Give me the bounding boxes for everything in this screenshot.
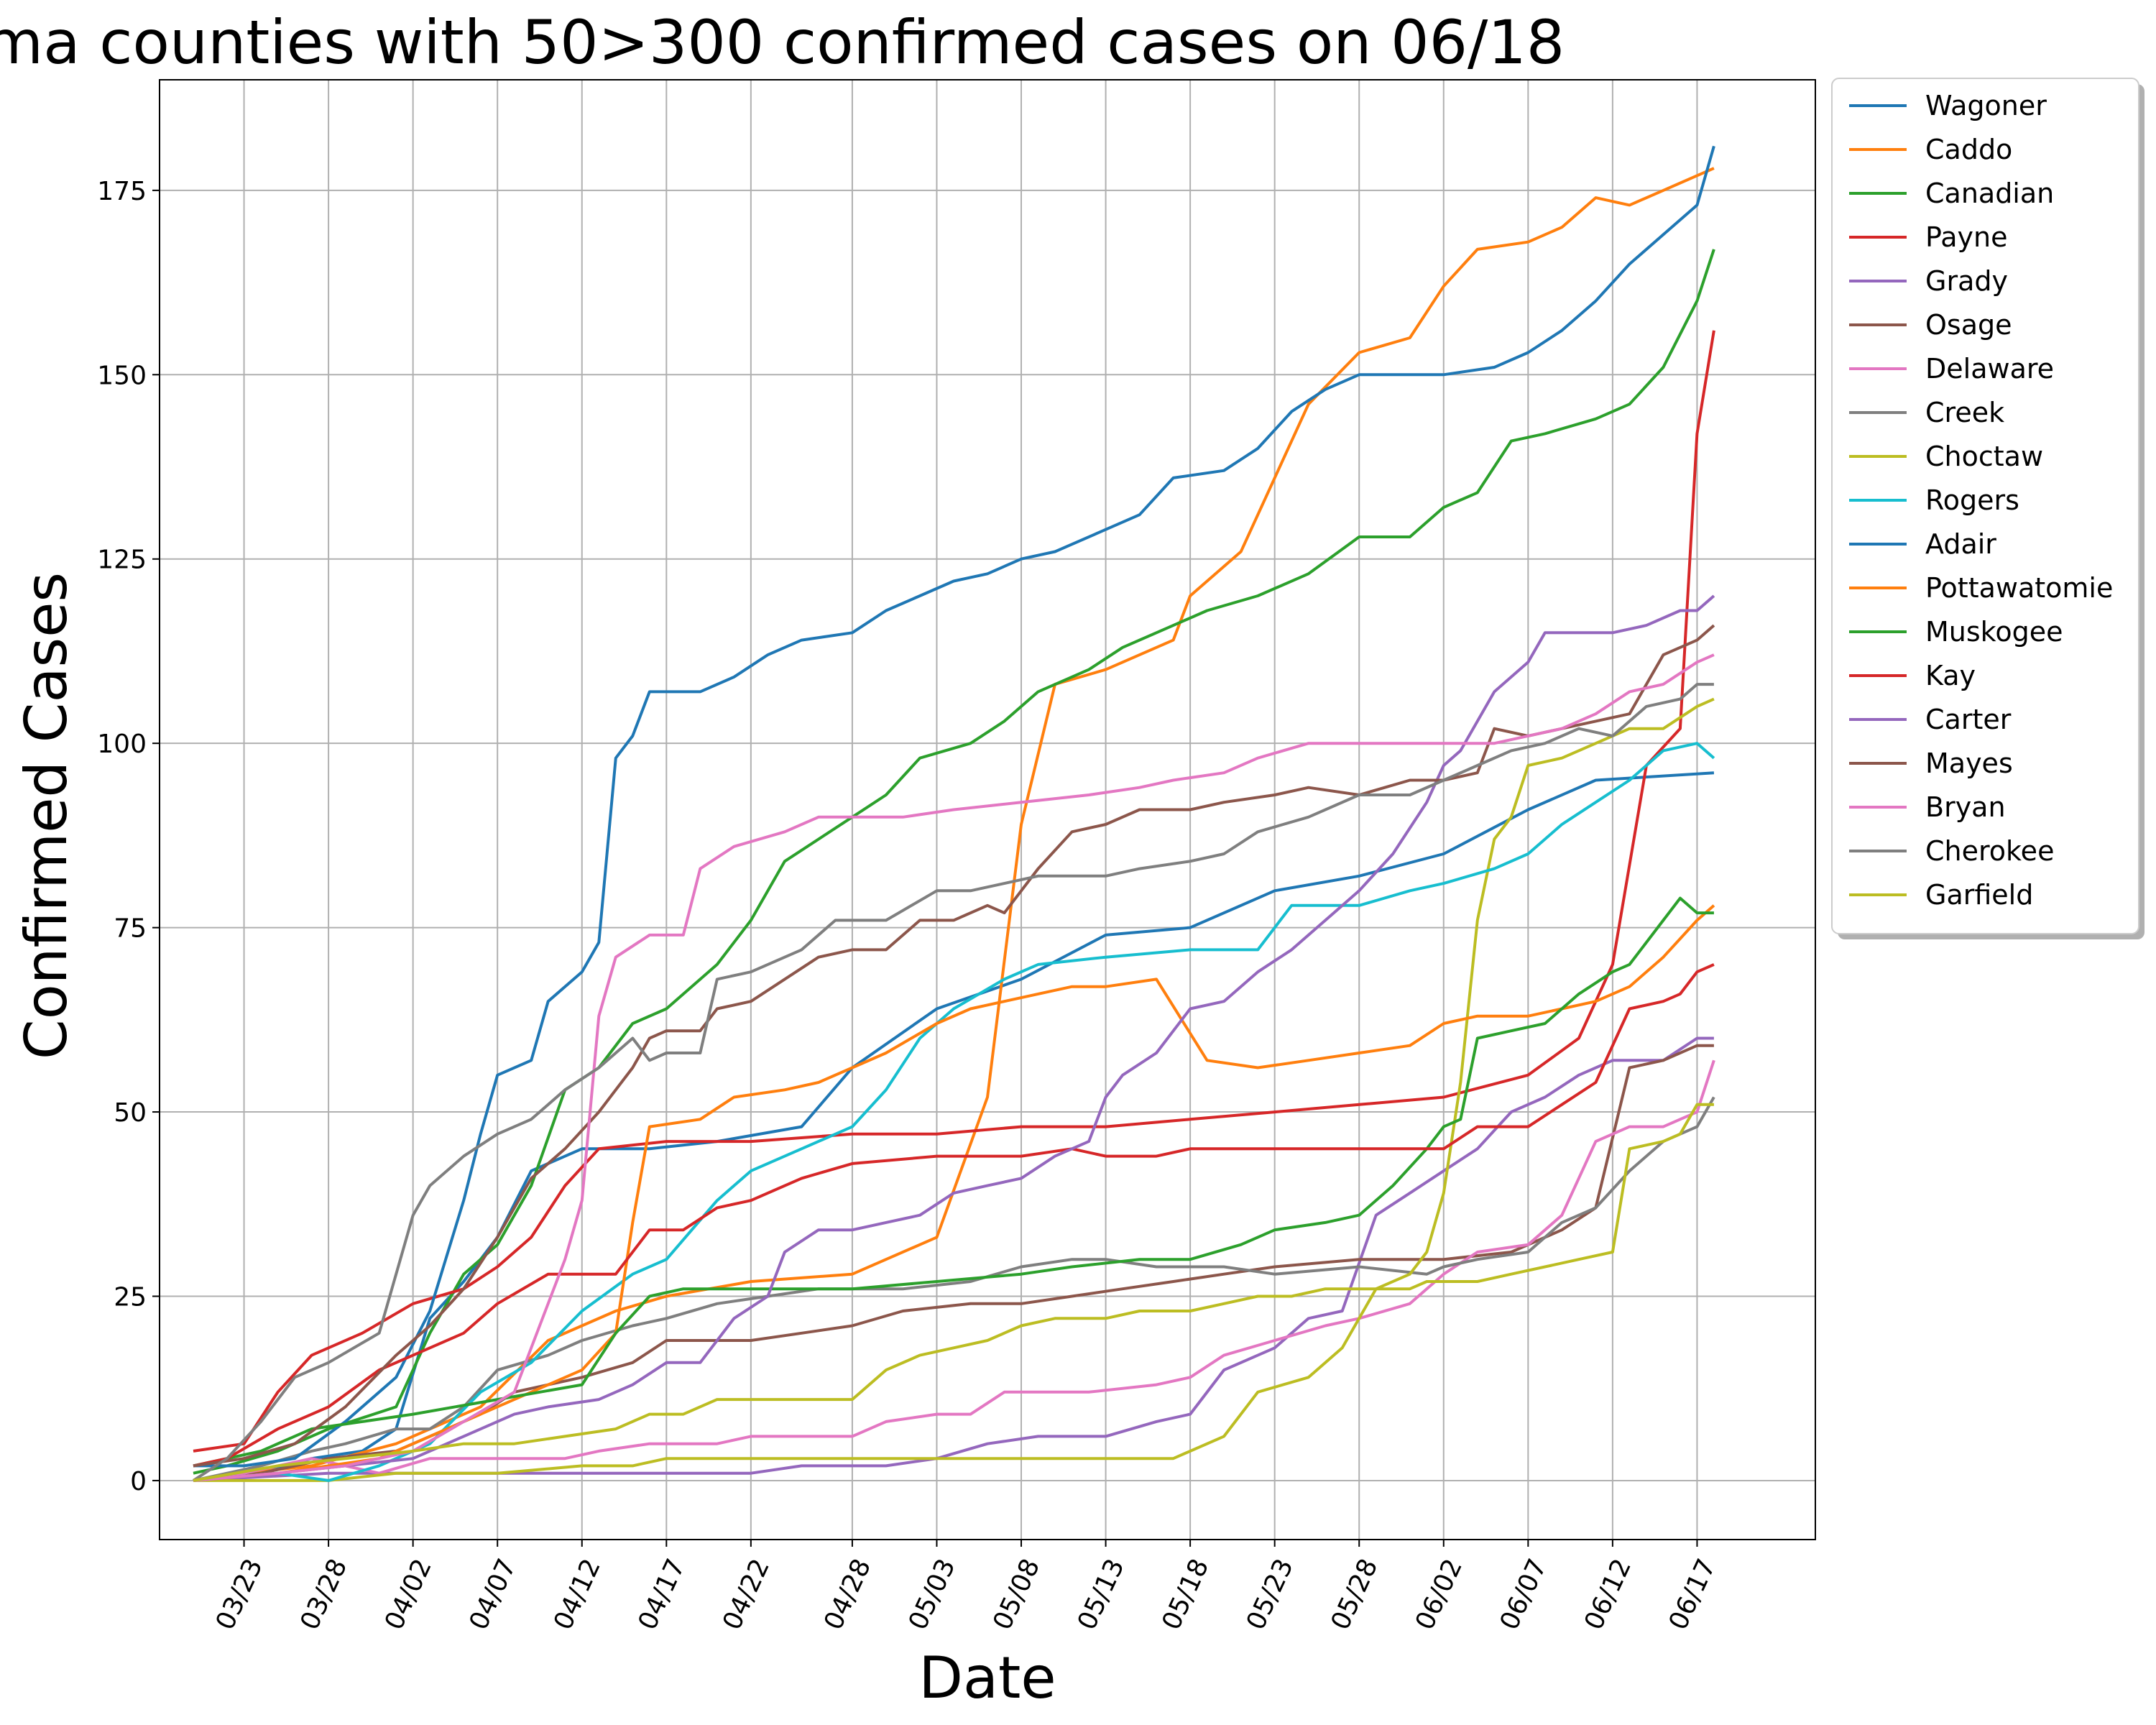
y-axis-label: Confirmed Cases [13, 572, 80, 1059]
x-tick-label: 05/03 [903, 1555, 962, 1634]
x-tick-label: 05/18 [1156, 1555, 1215, 1634]
series-line-kay [193, 963, 1715, 1468]
legend-label-caddo: Caddo [1925, 134, 2012, 165]
x-tick-label: 04/28 [819, 1555, 877, 1634]
y-tick-label: 25 [114, 1283, 147, 1312]
legend-label-bryan: Bryan [1925, 791, 2006, 823]
series-line-canadian [193, 249, 1715, 1475]
series-line-wagoner [193, 771, 1715, 1482]
series-line-creek [193, 1096, 1715, 1482]
y-tick-label: 75 [114, 914, 147, 944]
series-line-cherokee [192, 683, 1714, 1482]
legend: Wagoner Caddo Canadian Payne Grady Osage Delaw… [1831, 78, 2145, 939]
x-tick-label: 04/02 [379, 1555, 438, 1634]
series-lines [192, 145, 1715, 1482]
x-tick-label: 05/28 [1325, 1555, 1383, 1634]
x-tick-label: 04/17 [633, 1555, 691, 1634]
series-line-garfield [193, 1103, 1714, 1482]
x-tick-label: 03/28 [295, 1555, 353, 1634]
series-line-choctaw [193, 697, 1715, 1482]
y-tick-label: 100 [97, 730, 147, 759]
series-line-delaware [193, 1059, 1715, 1482]
legend-label-muskogee: Muskogee [1925, 616, 2063, 648]
series-line-grady [193, 1036, 1714, 1482]
legend-label-osage: Osage [1925, 309, 2012, 341]
legend-label-pottawatomie: Pottawatomie [1925, 572, 2113, 604]
legend-label-choctaw: Choctaw [1925, 441, 2043, 472]
legend-label-wagoner: Wagoner [1925, 90, 2047, 121]
x-tick-label: 04/07 [464, 1555, 522, 1634]
series-line-caddo [193, 167, 1715, 1482]
legend-label-creek: Creek [1925, 397, 2004, 428]
y-tick-label: 50 [114, 1098, 147, 1128]
legend-label-cherokee: Cherokee [1925, 835, 2054, 867]
series-line-mayes [193, 624, 1715, 1468]
y-tick-label: 0 [130, 1467, 147, 1496]
x-tick-label: 06/12 [1579, 1555, 1637, 1634]
series-line-adair [193, 145, 1715, 1468]
legend-label-payne: Payne [1925, 221, 2007, 253]
y-tick-label: 125 [97, 546, 147, 575]
legend-label-delaware: Delaware [1925, 353, 2054, 385]
series-line-pottawatomie [193, 904, 1715, 1482]
series-line-carter [193, 594, 1715, 1482]
legend-label-canadian: Canadian [1925, 178, 2054, 209]
legend-label-garfield: Garfield [1925, 879, 2033, 911]
legend-label-adair: Adair [1925, 528, 1996, 560]
series-line-rogers [193, 742, 1715, 1482]
grid-lines [160, 80, 1815, 1540]
series-line-bryan [193, 653, 1715, 1482]
x-tick-label: 05/08 [987, 1555, 1046, 1634]
legend-label-carter: Carter [1925, 704, 2012, 735]
x-tick-label: 05/13 [1072, 1555, 1130, 1634]
x-tick-label: 04/12 [548, 1555, 607, 1634]
x-tick-label: 06/02 [1410, 1555, 1468, 1634]
series-line-muskogee [193, 896, 1714, 1468]
plot-frame [159, 79, 1816, 1540]
legend-label-grady: Grady [1925, 265, 2008, 297]
legend-label-rogers: Rogers [1925, 484, 2019, 516]
y-tick-label: 150 [97, 361, 147, 390]
legend-box [1831, 78, 2139, 934]
x-axis-label: Date [918, 1644, 1056, 1711]
x-tick-label: 06/07 [1495, 1555, 1553, 1634]
x-tick-label: 04/22 [717, 1555, 775, 1634]
x-tick-label: 05/23 [1241, 1555, 1299, 1634]
y-tick-label: 175 [97, 177, 147, 206]
legend-label-mayes: Mayes [1925, 748, 2013, 779]
x-tick-label: 03/23 [211, 1555, 269, 1634]
legend-label-kay: Kay [1925, 660, 1976, 691]
x-tick-label: 06/17 [1664, 1555, 1722, 1634]
chart-title: oklahoma counties with 50>300 confirmed … [0, 7, 1565, 78]
